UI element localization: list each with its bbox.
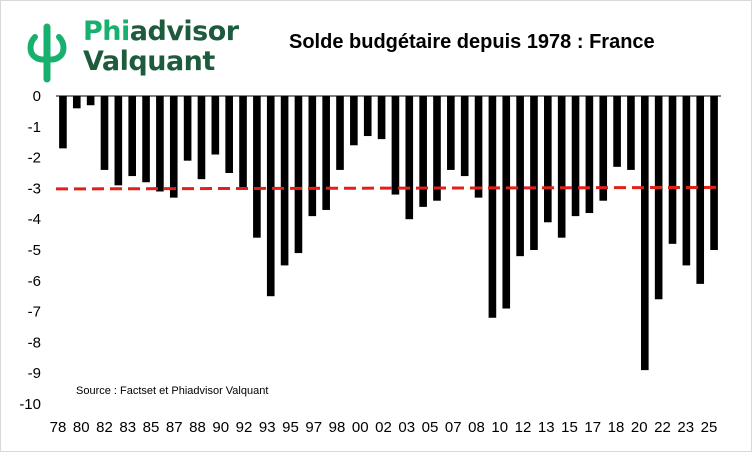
x-tick-label: 22 <box>654 419 671 436</box>
reference-line-minus-3 <box>55 185 722 191</box>
y-tick-label: -2 <box>28 150 41 167</box>
bar <box>696 96 705 284</box>
logo-phi-text: Phi <box>83 16 130 47</box>
x-tick-label: 92 <box>236 419 253 436</box>
phiadvisor-valquant-logo: Phiadvisor Valquant <box>21 15 261 83</box>
bar <box>280 96 289 266</box>
bar <box>197 96 206 180</box>
bar <box>72 96 81 109</box>
x-tick-label: 07 <box>445 419 462 436</box>
bar <box>557 96 566 238</box>
bar <box>447 96 455 170</box>
bar <box>128 96 137 177</box>
bar <box>627 96 635 170</box>
bar <box>405 96 414 220</box>
x-tick-label: 78 <box>50 419 67 436</box>
logo-wordmark: Phiadvisor Valquant <box>83 17 239 77</box>
bar <box>488 96 497 318</box>
x-tick-label: 23 <box>677 419 694 436</box>
x-tick-label: 03 <box>398 419 415 436</box>
logo-valquant-text: Valquant <box>83 46 215 77</box>
bar <box>682 96 691 266</box>
x-tick-label: 87 <box>166 419 183 436</box>
x-tick-label: 08 <box>468 419 485 436</box>
bar <box>599 96 608 201</box>
bar <box>613 96 621 167</box>
bar <box>710 96 718 250</box>
y-tick-label: -6 <box>28 273 41 290</box>
bar <box>516 96 524 257</box>
y-tick-label: -8 <box>28 334 41 351</box>
y-tick-label: -5 <box>28 242 41 259</box>
bar <box>377 96 386 140</box>
bar <box>460 96 469 177</box>
x-tick-label: 80 <box>73 419 90 436</box>
bar <box>433 96 441 201</box>
bar <box>294 96 303 254</box>
y-tick-label: -10 <box>19 396 41 413</box>
x-tick-label: 93 <box>259 419 276 436</box>
bar <box>114 96 123 186</box>
x-tick-label: 00 <box>352 419 369 436</box>
bar <box>322 96 330 210</box>
y-tick-label: -7 <box>28 304 41 321</box>
y-tick-label: -4 <box>28 211 41 228</box>
bar <box>363 96 372 137</box>
x-tick-label: 17 <box>584 419 601 436</box>
x-tick-label: 85 <box>143 419 160 436</box>
bar <box>571 96 580 217</box>
x-tick-label: 12 <box>515 419 532 436</box>
x-tick-label: 95 <box>282 419 299 436</box>
bar <box>391 96 400 195</box>
bar <box>530 96 538 250</box>
logo-advisor-text: advisor <box>129 16 239 47</box>
bar <box>502 96 511 309</box>
x-tick-label: 90 <box>212 419 229 436</box>
bar <box>86 96 95 106</box>
bar <box>225 96 233 173</box>
bar <box>308 96 317 217</box>
x-tick-label: 15 <box>561 419 578 436</box>
bar <box>266 96 275 297</box>
x-tick-label: 20 <box>631 419 648 436</box>
x-tick-label: 83 <box>119 419 136 436</box>
y-tick-label: 0 <box>33 88 41 105</box>
x-tick-label: 82 <box>96 419 113 436</box>
bar <box>585 96 594 214</box>
x-tick-label: 25 <box>701 419 718 436</box>
bar <box>239 96 247 189</box>
x-tick-label: 98 <box>329 419 346 436</box>
phi-logo-icon <box>27 23 67 83</box>
bar <box>100 96 109 170</box>
x-tick-label: 05 <box>422 419 439 436</box>
x-tick-label: 13 <box>538 419 555 436</box>
x-tick-label: 88 <box>189 419 206 436</box>
chart-source-note: Source : Factset et Phiadvisor Valquant <box>76 385 269 397</box>
bar <box>474 96 483 198</box>
bar <box>59 96 67 149</box>
bar <box>183 96 192 161</box>
y-tick-label: -3 <box>28 180 41 197</box>
bar <box>544 96 552 223</box>
x-tick-label: 18 <box>608 419 625 436</box>
y-tick-label: -1 <box>28 119 41 136</box>
chart-title: Solde budgétaire depuis 1978 : France <box>289 31 655 53</box>
bar <box>640 96 649 371</box>
y-tick-label: -9 <box>28 365 41 382</box>
x-tick-label: 97 <box>305 419 322 436</box>
bar <box>668 96 677 244</box>
x-tick-label: 02 <box>375 419 392 436</box>
bar <box>419 96 427 207</box>
bar <box>654 96 663 300</box>
bar <box>336 96 344 170</box>
bar <box>169 96 178 198</box>
bar <box>253 96 261 238</box>
bar <box>211 96 220 155</box>
x-tick-label: 10 <box>491 419 508 436</box>
bar <box>156 96 164 192</box>
bar <box>142 96 150 183</box>
bar <box>350 96 358 146</box>
